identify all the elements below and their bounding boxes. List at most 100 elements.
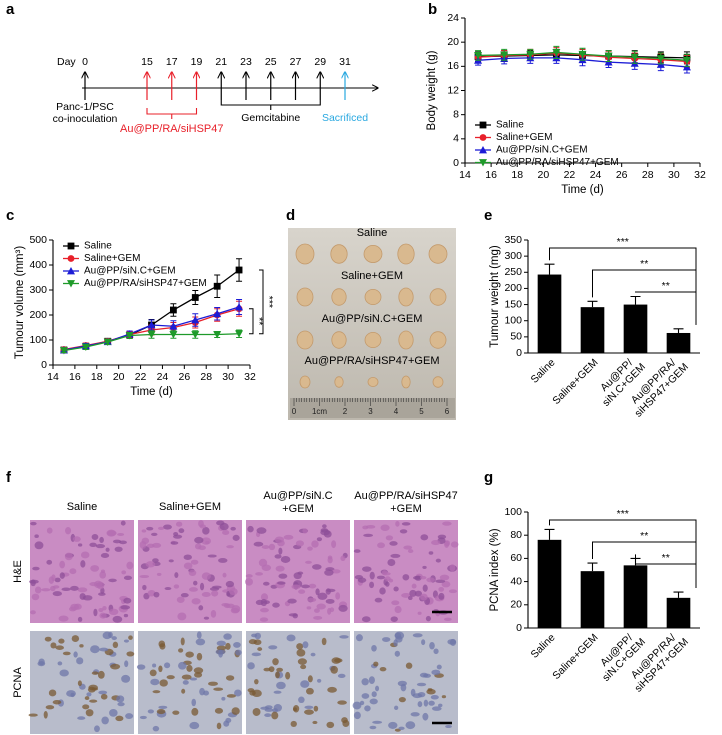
nucleus: [272, 658, 279, 666]
x-tick-group: Saline: [528, 632, 557, 661]
nucleus: [353, 711, 361, 720]
nucleus: [388, 721, 398, 729]
nucleus: [70, 603, 80, 611]
nucleus: [108, 631, 113, 638]
nucleus: [101, 716, 109, 725]
nucleus: [157, 526, 165, 531]
nucleus: [163, 524, 172, 530]
nucleus: [278, 547, 283, 555]
nucleus: [207, 554, 217, 558]
nucleus: [391, 600, 400, 606]
nucleus: [178, 661, 187, 670]
nucleus: [109, 708, 118, 717]
y-tick-label: 12: [447, 84, 459, 96]
nucleus: [320, 529, 330, 536]
column-header: Au@PP/RA/siHSP47: [354, 490, 458, 502]
nucleus: [436, 664, 442, 670]
tumour: [428, 244, 448, 264]
nucleus: [139, 715, 147, 720]
nucleus: [393, 639, 398, 647]
error-bar: [544, 263, 555, 275]
nucleus: [316, 537, 323, 542]
nucleus: [172, 710, 180, 715]
nucleus: [449, 564, 456, 572]
nucleus: [355, 634, 363, 642]
nucleus: [363, 533, 374, 537]
nucleus: [264, 705, 273, 710]
nucleus: [293, 705, 300, 713]
nucleus: [286, 634, 296, 642]
nucleus: [393, 586, 399, 592]
tumour: [334, 376, 344, 388]
nucleus: [326, 588, 336, 593]
sig-bracket: [549, 247, 697, 325]
tumour: [398, 287, 414, 307]
nucleus: [62, 651, 71, 656]
nucleus: [316, 603, 326, 610]
nucleus: [178, 648, 184, 653]
panel-label: g: [484, 469, 493, 486]
nucleus: [28, 713, 38, 717]
nucleus: [302, 528, 308, 534]
nucleus: [296, 643, 304, 650]
nucleus: [410, 688, 416, 697]
nucleus: [405, 662, 413, 669]
nucleus: [315, 588, 320, 596]
tumour: [398, 330, 414, 350]
nucleus: [79, 644, 84, 648]
nucleus: [77, 587, 88, 593]
y-tick-label: 40: [510, 575, 522, 587]
legend-marker: [479, 159, 487, 167]
nucleus: [105, 547, 110, 552]
y-tick-label: 0: [453, 157, 459, 169]
nucleus: [401, 522, 411, 526]
x-axis-title: Time (d): [561, 184, 604, 196]
nucleus: [431, 706, 442, 711]
tumour: [296, 287, 314, 307]
nucleus: [414, 575, 422, 581]
nucleus: [374, 597, 383, 603]
nucleus: [44, 636, 52, 642]
nucleus: [256, 527, 267, 534]
nucleus: [225, 580, 235, 588]
nucleus: [225, 675, 235, 681]
panel-label: a: [6, 1, 15, 18]
nucleus: [361, 616, 371, 623]
nucleus: [314, 608, 320, 613]
row-label: PCNA: [12, 667, 24, 698]
nucleus: [231, 707, 240, 715]
nucleus: [186, 664, 193, 672]
nucleus: [32, 566, 40, 571]
nucleus: [379, 587, 386, 595]
day-number: 25: [265, 56, 277, 68]
nucleus: [252, 708, 261, 716]
error-bar: [673, 591, 684, 598]
legend-marker: [479, 134, 487, 141]
nucleus: [342, 719, 350, 728]
nucleus: [29, 579, 39, 584]
ruler-label: 0: [292, 407, 297, 416]
nucleus: [298, 589, 306, 594]
nucleus: [245, 574, 253, 578]
nucleus: [271, 711, 279, 720]
nucleus: [229, 588, 238, 596]
nucleus: [401, 593, 411, 598]
nucleus: [43, 711, 48, 719]
nucleus: [100, 693, 108, 700]
nucleus: [368, 676, 375, 684]
nucleus: [277, 581, 286, 585]
nucleus: [375, 685, 380, 692]
marker: [147, 331, 156, 339]
nucleus: [390, 553, 401, 558]
nucleus: [177, 612, 187, 621]
nucleus: [52, 591, 62, 597]
nucleus: [305, 560, 312, 564]
nucleus: [189, 677, 198, 681]
error-bar: [587, 562, 598, 572]
nucleus: [301, 584, 310, 589]
nucleus: [417, 611, 422, 615]
nucleus: [112, 539, 122, 544]
x-tick-label: 14: [459, 169, 471, 181]
nucleus: [111, 636, 117, 641]
